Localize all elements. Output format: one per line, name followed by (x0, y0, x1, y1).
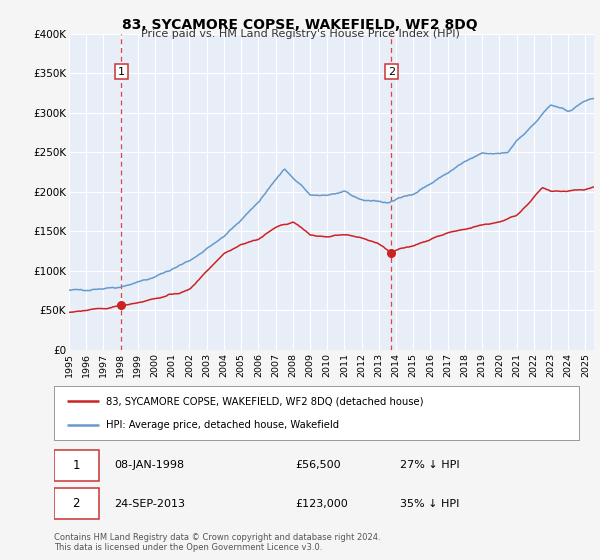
Text: 08-JAN-1998: 08-JAN-1998 (115, 460, 185, 470)
Text: £56,500: £56,500 (296, 460, 341, 470)
Text: £123,000: £123,000 (296, 498, 348, 508)
FancyBboxPatch shape (54, 488, 98, 519)
Text: This data is licensed under the Open Government Licence v3.0.: This data is licensed under the Open Gov… (54, 543, 322, 552)
Text: Contains HM Land Registry data © Crown copyright and database right 2024.: Contains HM Land Registry data © Crown c… (54, 533, 380, 542)
FancyBboxPatch shape (54, 450, 98, 480)
Text: 83, SYCAMORE COPSE, WAKEFIELD, WF2 8DQ: 83, SYCAMORE COPSE, WAKEFIELD, WF2 8DQ (122, 18, 478, 32)
Text: 1: 1 (73, 459, 80, 472)
Text: 27% ↓ HPI: 27% ↓ HPI (401, 460, 460, 470)
Text: HPI: Average price, detached house, Wakefield: HPI: Average price, detached house, Wake… (107, 419, 340, 430)
Text: 2: 2 (73, 497, 80, 510)
Text: 1: 1 (118, 67, 125, 77)
Text: 35% ↓ HPI: 35% ↓ HPI (401, 498, 460, 508)
Text: 24-SEP-2013: 24-SEP-2013 (115, 498, 185, 508)
Text: 83, SYCAMORE COPSE, WAKEFIELD, WF2 8DQ (detached house): 83, SYCAMORE COPSE, WAKEFIELD, WF2 8DQ (… (107, 396, 424, 407)
Text: 2: 2 (388, 67, 395, 77)
Text: Price paid vs. HM Land Registry's House Price Index (HPI): Price paid vs. HM Land Registry's House … (140, 29, 460, 39)
